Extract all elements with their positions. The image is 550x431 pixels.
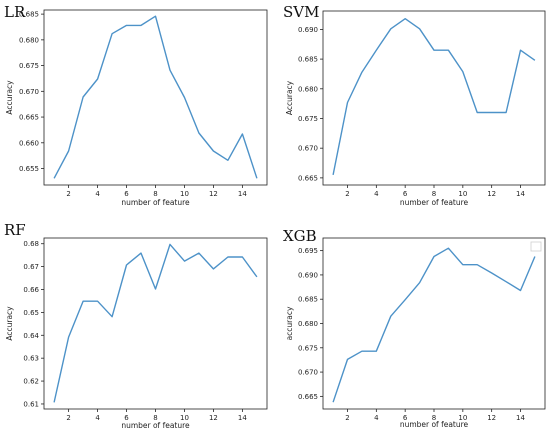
x-tick-label: 14 <box>516 414 525 422</box>
panel-title-xgb: XGB <box>283 227 317 245</box>
legend-box-xgb <box>530 241 542 252</box>
x-axis-svm: 2 4 6 8 10 12 14 <box>345 185 525 198</box>
x-tick-label: 10 <box>458 190 467 198</box>
panel-title-svm: SVM <box>283 3 319 21</box>
x-axis-label-lr: number of feature <box>121 198 190 207</box>
y-axis-label-lr: Accuracy <box>5 80 14 115</box>
x-axis-label-xgb: number of feature <box>400 420 469 429</box>
y-tick-label: 0.675 <box>19 62 39 70</box>
x-tick-label: 2 <box>345 190 349 198</box>
y-axis-label-xgb: accuracy <box>285 306 294 340</box>
x-axis-rf: 2 4 6 8 10 12 14 <box>66 409 247 422</box>
plot-frame-rf <box>43 237 268 410</box>
x-tick-label: 6 <box>403 190 408 198</box>
y-tick-label: 0.680 <box>298 320 318 328</box>
chart-panel-lr: LR 2 4 6 8 10 12 14 0.6550.6600.6650.6700.6750… <box>4 3 268 207</box>
x-tick-label: 6 <box>124 190 129 198</box>
x-tick-label: 2 <box>345 414 349 422</box>
x-tick-label: 6 <box>124 414 129 422</box>
y-tick-label: 0.690 <box>298 271 318 279</box>
panel-title-rf: RF <box>4 221 26 239</box>
x-tick-label: 4 <box>95 190 100 198</box>
x-tick-label: 2 <box>66 190 70 198</box>
plot-frame-xgb <box>322 237 546 410</box>
x-tick-label: 12 <box>209 414 218 422</box>
accuracy-line-lr <box>53 15 258 179</box>
chart-panel-svm: SVM 2 4 6 8 10 12 14 0.665 0.670 0.675 0.680 0.685… <box>283 3 546 207</box>
y-tick-label: 0.655 <box>19 165 39 173</box>
accuracy-line-rf <box>53 243 258 403</box>
y-tick-label: 0.670 <box>298 145 318 153</box>
panel-title-lr: LR <box>4 3 26 21</box>
x-tick-label: 4 <box>95 414 100 422</box>
x-axis-lr: 2 4 6 8 10 12 14 <box>66 185 247 198</box>
y-tick-label: 0.675 <box>298 344 318 352</box>
y-tick-label: 0.61 <box>23 400 39 408</box>
y-tick-label: 0.66 <box>23 286 39 294</box>
y-tick-label: 0.685 <box>298 56 318 64</box>
y-tick-label: 0.675 <box>298 115 318 123</box>
x-tick-label: 8 <box>153 414 157 422</box>
x-axis-label-rf: number of feature <box>121 421 190 430</box>
x-axis-label-svm: number of feature <box>400 198 469 207</box>
x-tick-label: 14 <box>238 190 247 198</box>
y-tick-label: 0.690 <box>298 26 318 34</box>
y-tick-label: 0.695 <box>298 247 318 255</box>
y-tick-label: 0.665 <box>298 393 318 401</box>
accuracy-line-xgb <box>332 247 536 403</box>
y-tick-label: 0.64 <box>23 332 39 340</box>
y-tick-label: 0.665 <box>19 114 39 122</box>
y-tick-label: 0.62 <box>23 378 39 386</box>
y-tick-label: 0.685 <box>298 296 318 304</box>
y-axis-label-rf: Accuracy <box>5 306 14 341</box>
y-axis-svm: 0.665 0.670 0.675 0.680 0.685 0.690 <box>298 26 323 182</box>
y-axis-xgb: 0.665 0.670 0.675 0.680 0.685 0.690 0.695 <box>298 247 323 401</box>
plot-frame-lr <box>43 9 268 186</box>
x-axis-xgb: 2 4 6 8 10 12 14 <box>345 409 525 422</box>
y-axis-lr: 0.655 0.660 0.665 0.670 0.675 0.680 0.685 <box>19 11 44 173</box>
y-tick-label: 0.68 <box>23 240 39 248</box>
x-tick-label: 10 <box>458 414 467 422</box>
x-tick-label: 12 <box>487 414 496 422</box>
y-axis-rf: 0.61 0.62 0.63 0.64 0.65 0.66 0.67 0.68 <box>23 240 44 408</box>
chart-panel-rf: RF 2 4 6 8 10 12 14 0.610.620.630.640.650.660.… <box>4 221 268 430</box>
x-tick-label: 4 <box>374 414 379 422</box>
accuracy-line-svm <box>332 18 536 176</box>
x-tick-label: 6 <box>403 414 408 422</box>
x-tick-label: 10 <box>180 414 189 422</box>
x-tick-label: 14 <box>516 190 525 198</box>
chart-panel-xgb: XGB 2 4 6 8 10 12 14 0.665 0.670 0.675 0.680 0.685… <box>283 227 546 429</box>
x-tick-label: 12 <box>209 190 218 198</box>
x-tick-label: 4 <box>374 190 379 198</box>
x-tick-label: 14 <box>238 414 247 422</box>
y-tick-label: 0.67 <box>23 263 39 271</box>
y-tick-label: 0.665 <box>298 174 318 182</box>
x-tick-label: 2 <box>66 414 70 422</box>
y-tick-label: 0.63 <box>23 355 39 363</box>
x-tick-label: 8 <box>432 414 436 422</box>
x-tick-label: 8 <box>432 190 436 198</box>
y-tick-label: 0.680 <box>19 36 39 44</box>
y-axis-label-svm: Accuracy <box>285 80 294 115</box>
x-tick-label: 10 <box>180 190 189 198</box>
y-tick-label: 0.65 <box>23 309 39 317</box>
x-tick-label: 8 <box>153 190 157 198</box>
y-tick-label: 0.660 <box>19 139 39 147</box>
plot-frame-svm <box>322 10 546 186</box>
x-tick-label: 12 <box>487 190 496 198</box>
y-tick-label: 0.685 <box>19 11 39 19</box>
y-tick-label: 0.670 <box>298 369 318 377</box>
y-tick-label: 0.670 <box>19 88 39 96</box>
y-tick-label: 0.680 <box>298 85 318 93</box>
